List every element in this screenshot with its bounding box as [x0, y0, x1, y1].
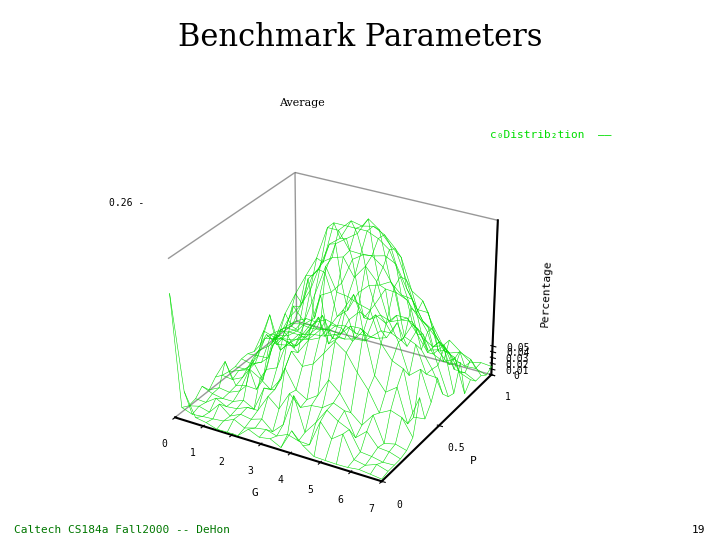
Text: Caltech CS184a Fall2000 -- DeHon: Caltech CS184a Fall2000 -- DeHon — [14, 524, 230, 535]
Text: 19: 19 — [692, 524, 706, 535]
Text: c₀Distrib₂tion  ——: c₀Distrib₂tion —— — [490, 130, 611, 140]
Text: 0.26 -: 0.26 - — [109, 199, 144, 208]
Y-axis label: P: P — [470, 456, 477, 467]
Text: Benchmark Parameters: Benchmark Parameters — [178, 22, 542, 52]
X-axis label: G: G — [251, 488, 258, 498]
Text: Average: Average — [279, 98, 325, 108]
